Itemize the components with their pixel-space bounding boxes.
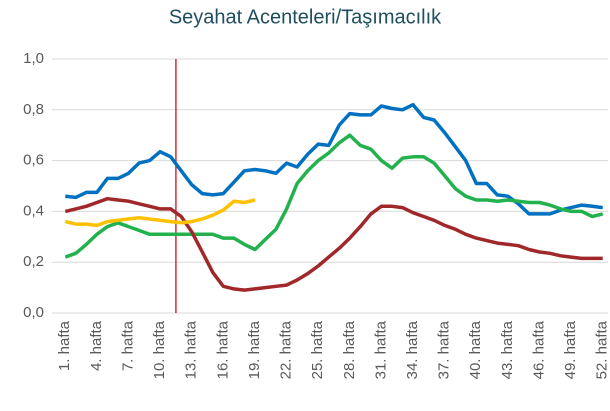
y-tick-label: 1,0 [23, 50, 44, 67]
x-tick-label: 52. hafta [594, 320, 610, 379]
x-tick-label: 31. hafta [372, 320, 389, 379]
series-line [65, 102, 603, 216]
y-tick-label: 0,6 [23, 152, 44, 169]
series-line [64, 196, 603, 292]
series-line [64, 133, 604, 259]
y-tick-label: 0,2 [23, 253, 44, 270]
x-tick-label: 37. hafta [436, 320, 453, 379]
x-tick-label: 40. hafta [467, 320, 484, 379]
x-tick-label: 19. hafta [246, 320, 263, 379]
x-tick-label: 43. hafta [499, 320, 516, 379]
x-tick-label: 34. hafta [404, 320, 421, 379]
chart-title: Seyahat Acenteleri/Taşımacılık [169, 6, 442, 28]
x-tick-label: 10. hafta [151, 320, 168, 379]
x-tick-label: 13. hafta [183, 320, 200, 379]
x-tick-label: 7. hafta [119, 320, 136, 371]
x-tick-label: 28. hafta [341, 320, 358, 379]
x-tick-label: 46. hafta [530, 320, 547, 379]
x-tick-label: 49. hafta [562, 320, 579, 379]
x-tick-label: 4. hafta [88, 320, 105, 371]
x-tick-label: 22. hafta [278, 320, 295, 379]
y-tick-label: 0,4 [23, 202, 44, 219]
y-tick-label: 0,8 [23, 101, 44, 118]
x-tick-label: 1. hafta [56, 320, 73, 371]
x-tick-label: 25. hafta [309, 320, 326, 379]
y-tick-label: 0,0 [23, 304, 44, 321]
x-tick-label: 16. hafta [214, 320, 231, 379]
series-line [64, 198, 256, 228]
